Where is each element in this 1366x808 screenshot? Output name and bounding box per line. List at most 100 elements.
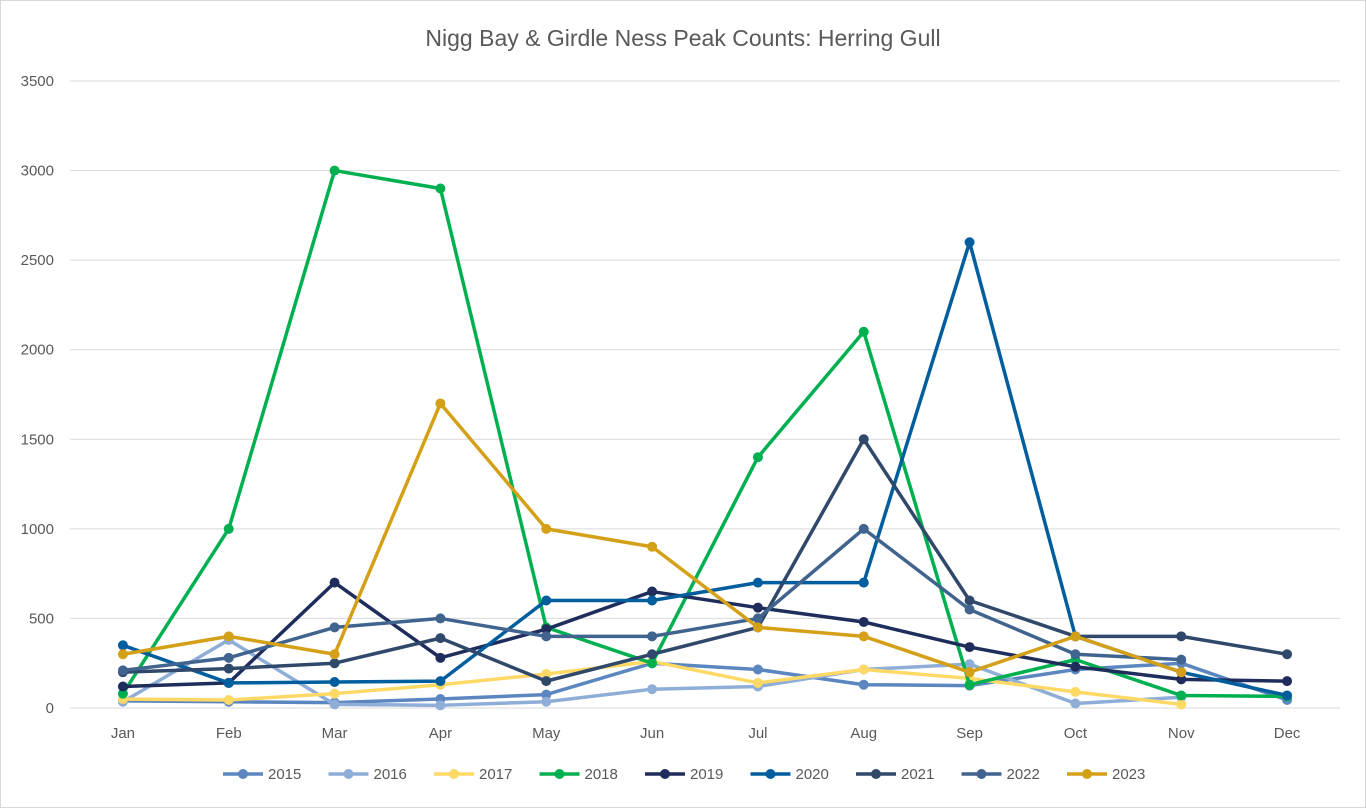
legend-label: 2016 <box>374 766 407 783</box>
data-point <box>329 677 340 688</box>
legend-label: 2017 <box>479 766 512 783</box>
data-point <box>1176 674 1187 685</box>
data-point <box>1070 631 1081 642</box>
data-point <box>541 689 552 700</box>
legend-item: 2017 <box>434 766 512 783</box>
data-point <box>117 649 128 660</box>
data-point <box>964 659 975 670</box>
data-point <box>541 696 552 707</box>
data-point <box>329 577 340 588</box>
data-point <box>541 676 552 687</box>
data-point <box>435 398 446 409</box>
data-point <box>329 699 340 710</box>
data-point <box>1176 654 1187 665</box>
data-point <box>752 452 763 463</box>
x-tick-label: Dec <box>1274 725 1301 742</box>
data-point <box>541 624 552 635</box>
legend-item: 2016 <box>328 766 407 783</box>
data-point <box>223 677 234 688</box>
x-tick-label: Sep <box>956 725 983 742</box>
x-tick-label: Jun <box>640 725 664 742</box>
legend-marker <box>976 769 987 779</box>
data-point <box>1176 631 1187 642</box>
x-tick-label: Feb <box>216 725 242 742</box>
data-point <box>223 631 234 642</box>
data-point <box>117 688 128 699</box>
data-point <box>858 326 869 337</box>
legend-item: 2020 <box>750 766 829 783</box>
data-point <box>964 604 975 615</box>
series-line <box>122 437 1288 683</box>
x-tick-label: Jan <box>111 725 135 742</box>
y-axis-ticks: 0 500 1000 1500 2000 2500 3000 3500 <box>21 73 54 717</box>
data-point <box>1070 649 1081 660</box>
legend-marker <box>660 769 670 779</box>
legend-marker <box>765 769 776 779</box>
data-point <box>1176 699 1187 710</box>
data-point <box>858 523 869 534</box>
y-tick-label: 0 <box>46 700 54 717</box>
legend-label: 2022 <box>1007 766 1040 783</box>
data-point <box>1176 667 1187 678</box>
data-point <box>117 640 128 651</box>
data-point <box>964 237 975 248</box>
data-point <box>858 664 869 675</box>
legend-label: 2018 <box>585 766 618 783</box>
x-tick-label: Apr <box>429 725 452 742</box>
data-point <box>435 676 446 687</box>
x-axis-ticks: Jan Feb Mar Apr May Jun Jul Aug Sep Oct Nov Dec <box>111 725 1301 742</box>
data-point <box>752 664 763 675</box>
legend-marker <box>554 769 565 779</box>
data-point <box>647 631 658 642</box>
legend: 2015 2016 2017 2018 2019 2020 2021 2022 2023 <box>223 766 1145 783</box>
data-point <box>1070 661 1081 672</box>
y-tick-label: 1500 <box>21 431 54 448</box>
data-point <box>752 613 763 624</box>
legend-label: 2021 <box>901 766 934 783</box>
x-tick-label: Jul <box>748 725 767 742</box>
data-point <box>858 577 869 588</box>
data-point <box>964 642 975 653</box>
data-point <box>647 684 658 695</box>
legend-label: 2020 <box>796 766 829 783</box>
data-point <box>223 694 234 705</box>
data-point <box>329 658 340 669</box>
data-point <box>435 633 446 644</box>
data-point <box>858 631 869 642</box>
x-tick-label: Aug <box>850 725 877 742</box>
legend-item: 2019 <box>645 766 723 783</box>
data-point <box>541 523 552 534</box>
series-line <box>122 580 1288 689</box>
legend-marker <box>871 769 881 779</box>
series-lines <box>117 165 1293 711</box>
data-point <box>964 667 975 678</box>
gridlines <box>70 80 1340 709</box>
data-point <box>1070 686 1081 697</box>
data-point <box>541 631 552 642</box>
legend-marker <box>343 769 354 779</box>
data-point <box>223 523 234 534</box>
chart-title: Nigg Bay & Girdle Ness Peak Counts: Herr… <box>425 25 940 51</box>
legend-label: 2023 <box>1112 766 1145 783</box>
data-point <box>435 183 446 194</box>
data-point <box>964 595 975 606</box>
data-point <box>329 622 340 633</box>
data-point <box>1176 690 1187 701</box>
data-point <box>752 602 763 613</box>
data-point <box>752 677 763 688</box>
data-point <box>117 665 128 676</box>
data-point <box>223 652 234 663</box>
x-tick-label: May <box>532 725 561 742</box>
legend-item: 2021 <box>856 766 934 783</box>
data-point <box>647 595 658 606</box>
legend-marker <box>449 769 459 779</box>
data-point <box>329 165 340 176</box>
data-point <box>329 649 340 660</box>
data-point <box>1282 649 1293 660</box>
data-point <box>647 541 658 552</box>
data-point <box>1070 698 1081 709</box>
data-point <box>435 700 446 711</box>
legend-label: 2019 <box>690 766 723 783</box>
series-2022 <box>117 523 1187 676</box>
